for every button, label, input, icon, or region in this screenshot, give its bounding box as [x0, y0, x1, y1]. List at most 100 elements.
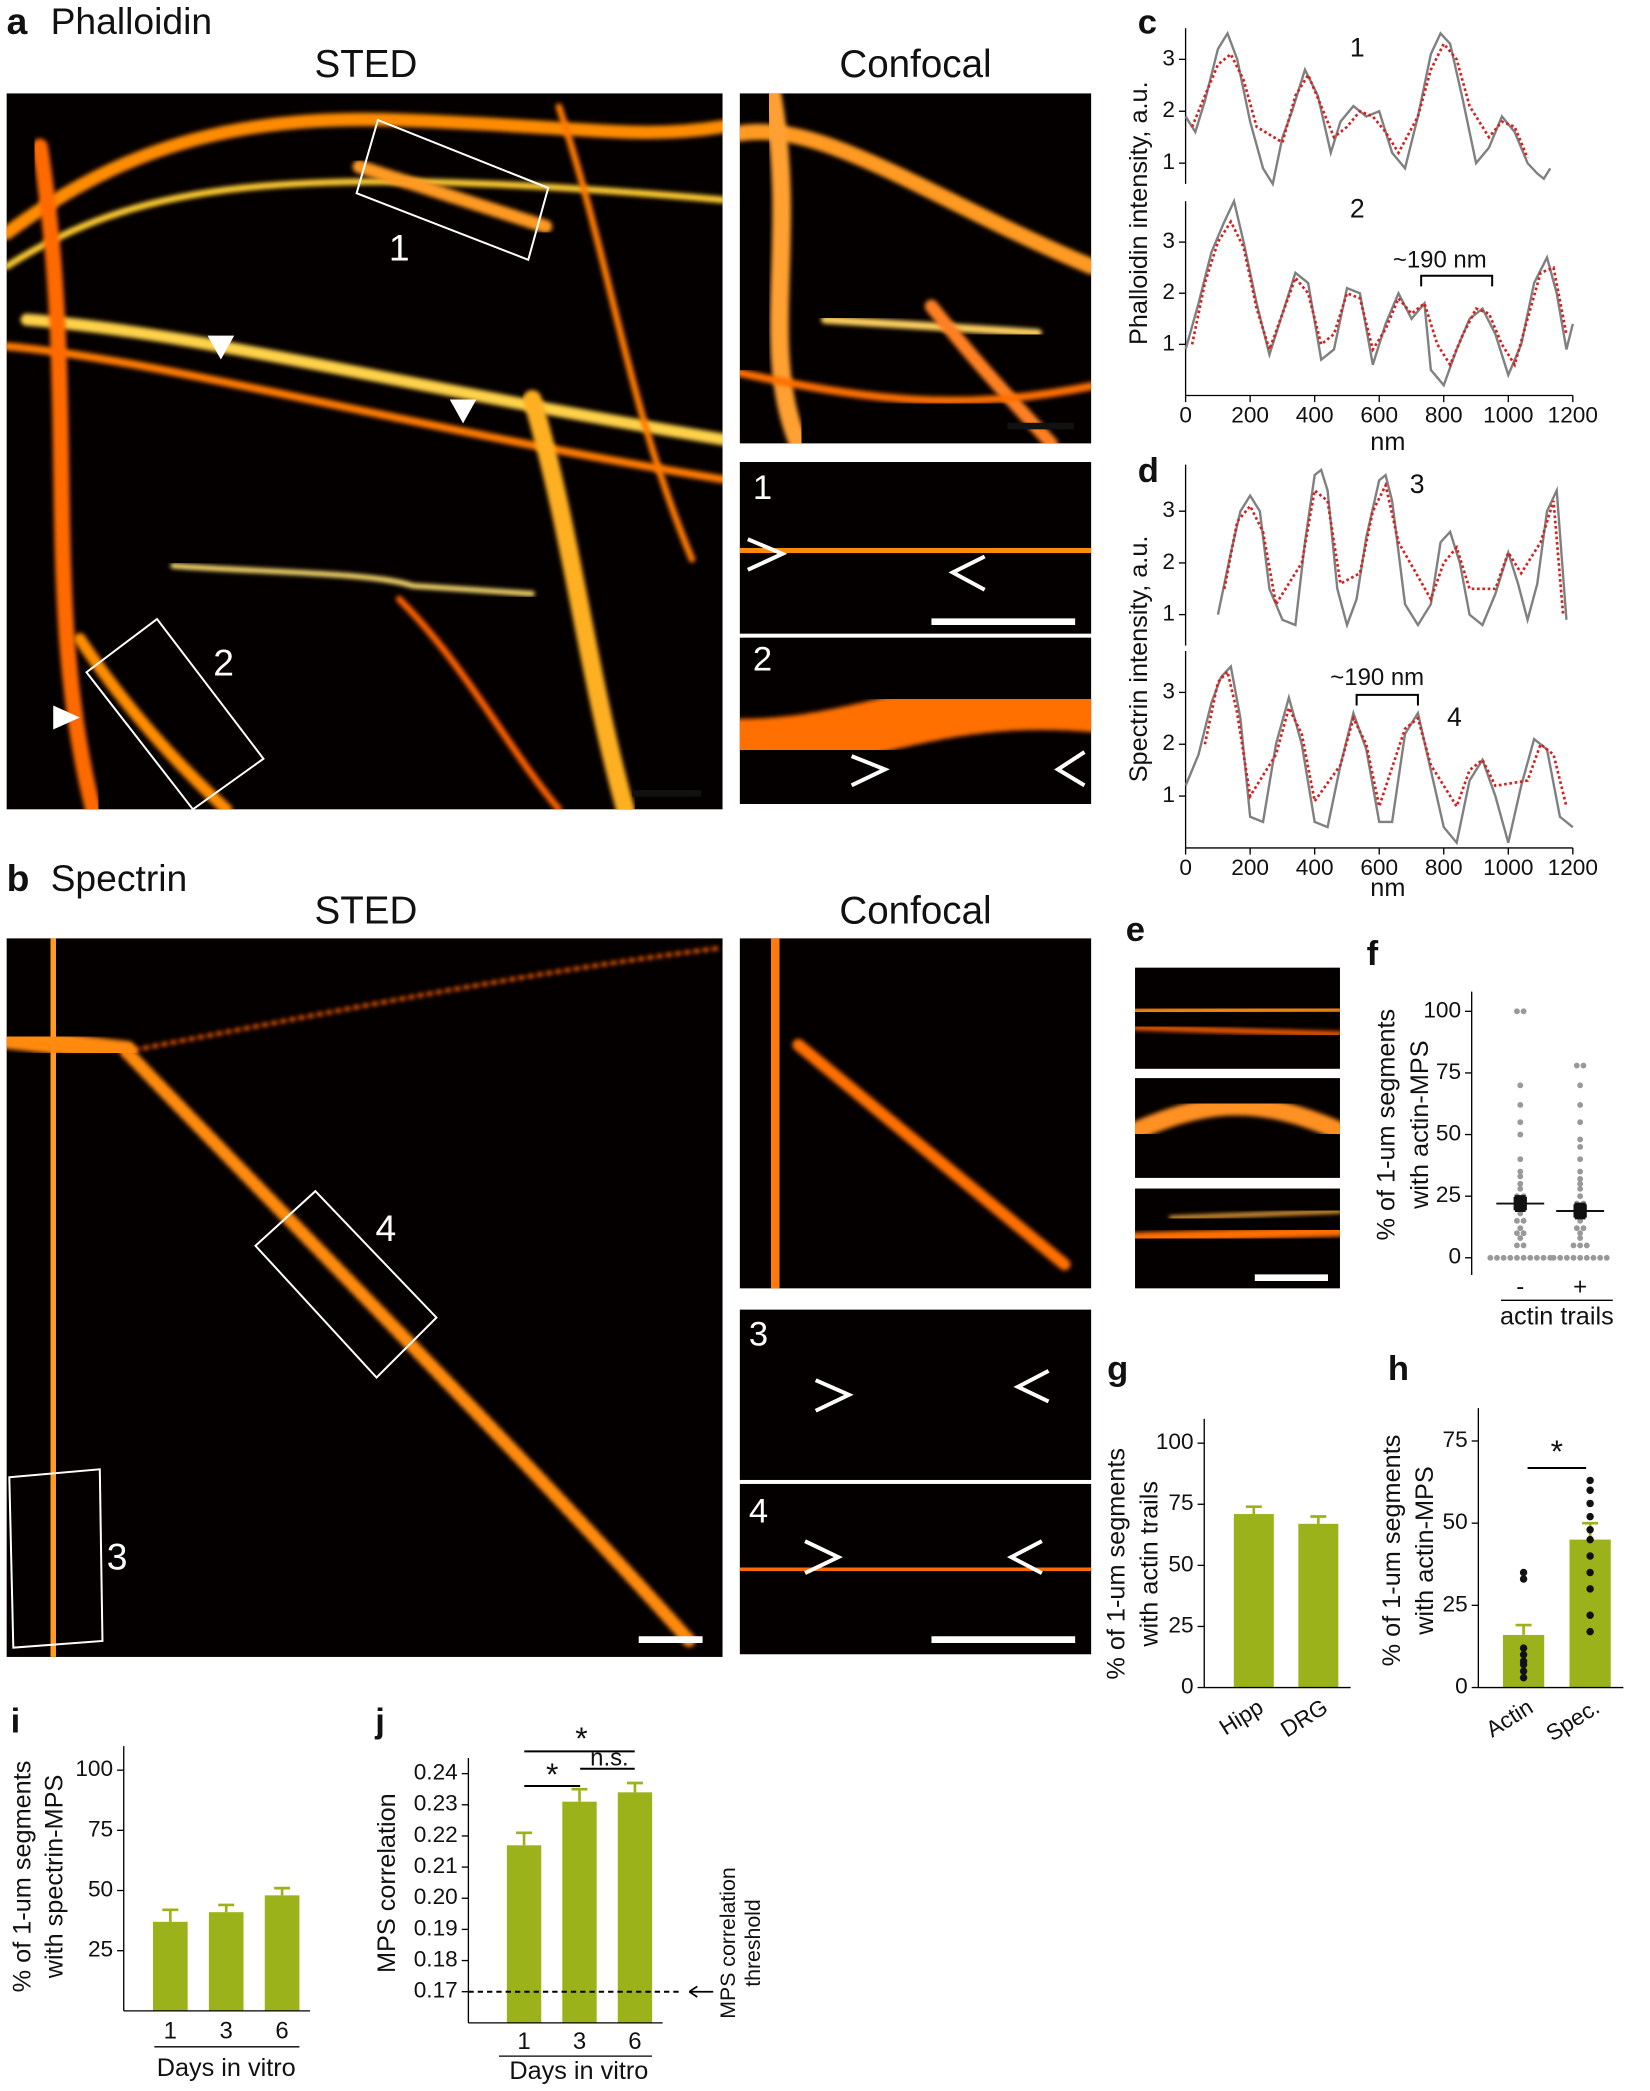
- y-tick-label: 25: [1168, 1612, 1193, 1637]
- data-point: [1577, 1119, 1584, 1126]
- filament: [73, 633, 233, 810]
- panel-title: Phalloidin: [51, 0, 213, 42]
- error-bar: [1245, 1505, 1262, 1515]
- bar: [562, 1801, 597, 2023]
- filament: [20, 313, 723, 446]
- bar: [506, 1845, 542, 2023]
- micrograph: [1135, 1078, 1340, 1178]
- arrowhead: [207, 335, 235, 360]
- x-tick-label: 800: [1425, 855, 1463, 880]
- filament: [1135, 1024, 1340, 1037]
- chevron: [804, 1539, 843, 1575]
- annotation-bracket: [1420, 274, 1494, 287]
- y-tick-label: 75: [88, 1816, 113, 1841]
- x-axis-label: actin trails: [1500, 1302, 1614, 1330]
- error-bar: [1515, 1623, 1532, 1635]
- data-point: [1514, 1254, 1520, 1261]
- y-tick-label: 3: [1162, 228, 1175, 253]
- roi-box: [8, 1468, 104, 1649]
- filament: [119, 1044, 699, 1651]
- data-point: [1514, 1242, 1520, 1249]
- x-tick-label: 1000: [1483, 855, 1533, 880]
- annotation: *: [575, 1720, 587, 1756]
- panel-letter: f: [1367, 935, 1379, 973]
- error-bar: [274, 1886, 291, 1896]
- arrowhead: [449, 399, 477, 424]
- data-point: [1577, 1193, 1584, 1200]
- panel-title: Spectrin: [51, 857, 188, 899]
- x-tick-label: 600: [1360, 855, 1398, 880]
- error-bar: [218, 1903, 235, 1913]
- panel-letter: i: [11, 1703, 21, 1741]
- data-point: [1570, 1242, 1577, 1249]
- x-tick-label: 200: [1231, 403, 1269, 428]
- data-point: [1577, 1230, 1584, 1237]
- data-point: [1577, 1102, 1584, 1108]
- y-tick-label: 2: [1162, 549, 1175, 574]
- data-point: [1573, 1225, 1580, 1232]
- roi-box: [355, 118, 550, 262]
- x-tick-label: 1: [164, 2018, 177, 2045]
- filament: [739, 676, 1092, 773]
- data-point: [1577, 1156, 1584, 1163]
- y-tick-label: 0.23: [414, 1791, 458, 1816]
- subplot-label: 3: [1410, 469, 1425, 499]
- filament: [762, 93, 808, 444]
- x-axis-label: nm: [1370, 428, 1405, 456]
- profile-line: [1190, 41, 1529, 159]
- filament: [821, 315, 1042, 337]
- inset-label: 3: [749, 1315, 768, 1353]
- y-axis-label: with actin trails: [1136, 1481, 1164, 1648]
- data-point: [1577, 1175, 1584, 1182]
- annotation-bracket: [1355, 693, 1419, 706]
- data-point: [1586, 1585, 1594, 1593]
- filament: [1135, 1096, 1340, 1141]
- data-point: [1517, 1156, 1524, 1163]
- data-point: [1517, 1225, 1524, 1232]
- x-tick-label: DRG: [1276, 1694, 1332, 1742]
- data-point: [1586, 1476, 1594, 1485]
- profile-line: [1203, 668, 1568, 812]
- x-tick-label: 600: [1360, 403, 1398, 428]
- x-tick-label: 200: [1231, 855, 1269, 880]
- data-point: [1580, 1062, 1587, 1069]
- data-point: [1603, 1254, 1610, 1261]
- x-axis-label: Days in vitro: [157, 2054, 296, 2082]
- data-point: [1517, 1185, 1524, 1192]
- annotation: *: [1551, 1433, 1563, 1469]
- chevron: [1006, 1539, 1043, 1575]
- inset-label: 1: [753, 469, 772, 507]
- data-point: [1519, 1673, 1528, 1682]
- chevron: [1013, 1369, 1050, 1404]
- y-tick-label: 1: [1162, 149, 1175, 174]
- x-tick-label: 1: [517, 2028, 530, 2055]
- y-tick-label: 3: [1162, 45, 1175, 70]
- roi-label: 2: [213, 641, 234, 683]
- y-tick-label: 50: [1436, 1121, 1461, 1146]
- y-tick-label: 2: [1162, 279, 1175, 304]
- x-tick-label: Spec.: [1542, 1694, 1604, 1746]
- x-tick-label: Actin: [1482, 1694, 1538, 1742]
- data-point: [1557, 1254, 1564, 1261]
- x-tick-label: 3: [220, 2018, 233, 2045]
- micrograph: [1135, 967, 1340, 1069]
- x-tick-label: 800: [1425, 403, 1463, 428]
- y-axis-label: Spectrin intensity, a.u.: [1125, 536, 1153, 783]
- y-tick-label: 25: [1443, 1591, 1468, 1616]
- filament: [739, 531, 1092, 570]
- bar: [208, 1912, 244, 2011]
- x-tick-label: 1200: [1548, 403, 1598, 428]
- x-tick-label: 3: [573, 2028, 586, 2055]
- roi-label: 3: [107, 1536, 128, 1578]
- filament: [1135, 1004, 1340, 1016]
- data-point: [1517, 1235, 1524, 1241]
- inset-label: 4: [749, 1492, 768, 1530]
- y-tick-label: 25: [1436, 1182, 1461, 1207]
- filament: [124, 945, 723, 1054]
- y-axis-label: with actin-MPS: [1406, 1040, 1434, 1209]
- data-point: [1583, 1254, 1590, 1261]
- error-bar: [516, 1831, 533, 1846]
- data-point: [1586, 1512, 1594, 1521]
- data-point: [1514, 1008, 1520, 1015]
